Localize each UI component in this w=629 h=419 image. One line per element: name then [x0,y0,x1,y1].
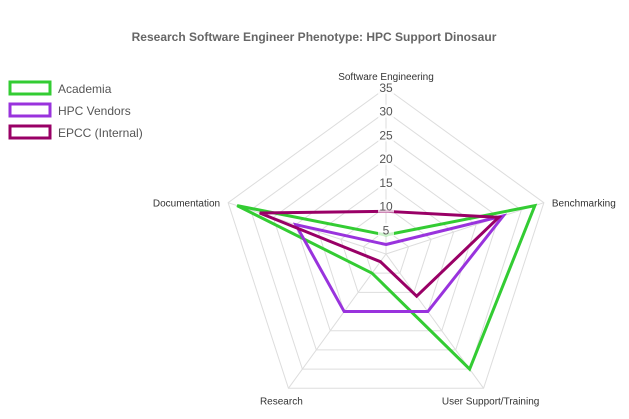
grid-ring-1 [362,229,410,274]
tick-label-5: 25 [379,128,393,142]
grid-spoke-2 [385,202,545,255]
axis-label-2: Benchmarking [552,199,616,210]
tick-label-bg-2 [378,199,394,213]
chart-title: Research Software Engineer Phenotype: HP… [132,30,497,44]
tick-label-bg-6 [378,104,394,118]
tick-label-3: 15 [379,176,393,190]
legend-label-2: HPC Vendors [58,104,131,118]
grid-ring-5 [272,134,500,351]
grid-spoke-4 [288,253,387,389]
legend-swatch-1 [8,80,52,96]
tick-labels: 5 10 15 20 25 30 35 [378,81,394,237]
axis-label-1: Software Engineering [338,72,434,83]
axis-labels: Software Engineering Benchmarking User Sup… [153,72,616,407]
tick-label-bg-4 [378,152,394,166]
axis-label-3: User Support/Training [442,396,539,407]
series-1-line [236,203,538,372]
tick-label-bg-3 [378,175,394,189]
series-2-line [292,213,508,314]
legend: Academia HPC Vendors EPCC (Internal) [8,80,143,140]
grid-ring-7 [227,87,545,389]
tick-label-6: 30 [379,105,393,119]
legend-label-3: EPCC (Internal) [58,126,143,140]
tick-label-1: 5 [383,223,390,237]
tick-label-bg-1 [378,223,394,237]
tick-label-7: 35 [379,81,393,95]
legend-swatch-2 [8,102,52,118]
tick-label-4: 20 [379,152,393,166]
series-3-line [259,209,503,299]
tick-label-2: 10 [379,200,393,214]
tick-label-bg-7 [378,81,394,94]
legend-swatch-3 [8,124,52,140]
grid-ring-6 [250,111,522,370]
axis-label-5: Documentation [153,199,220,210]
axis-label-4: Research [260,396,303,407]
tick-label-bg-5 [378,128,394,142]
series-layer [236,203,538,372]
legend-label-1: Academia [58,82,112,96]
